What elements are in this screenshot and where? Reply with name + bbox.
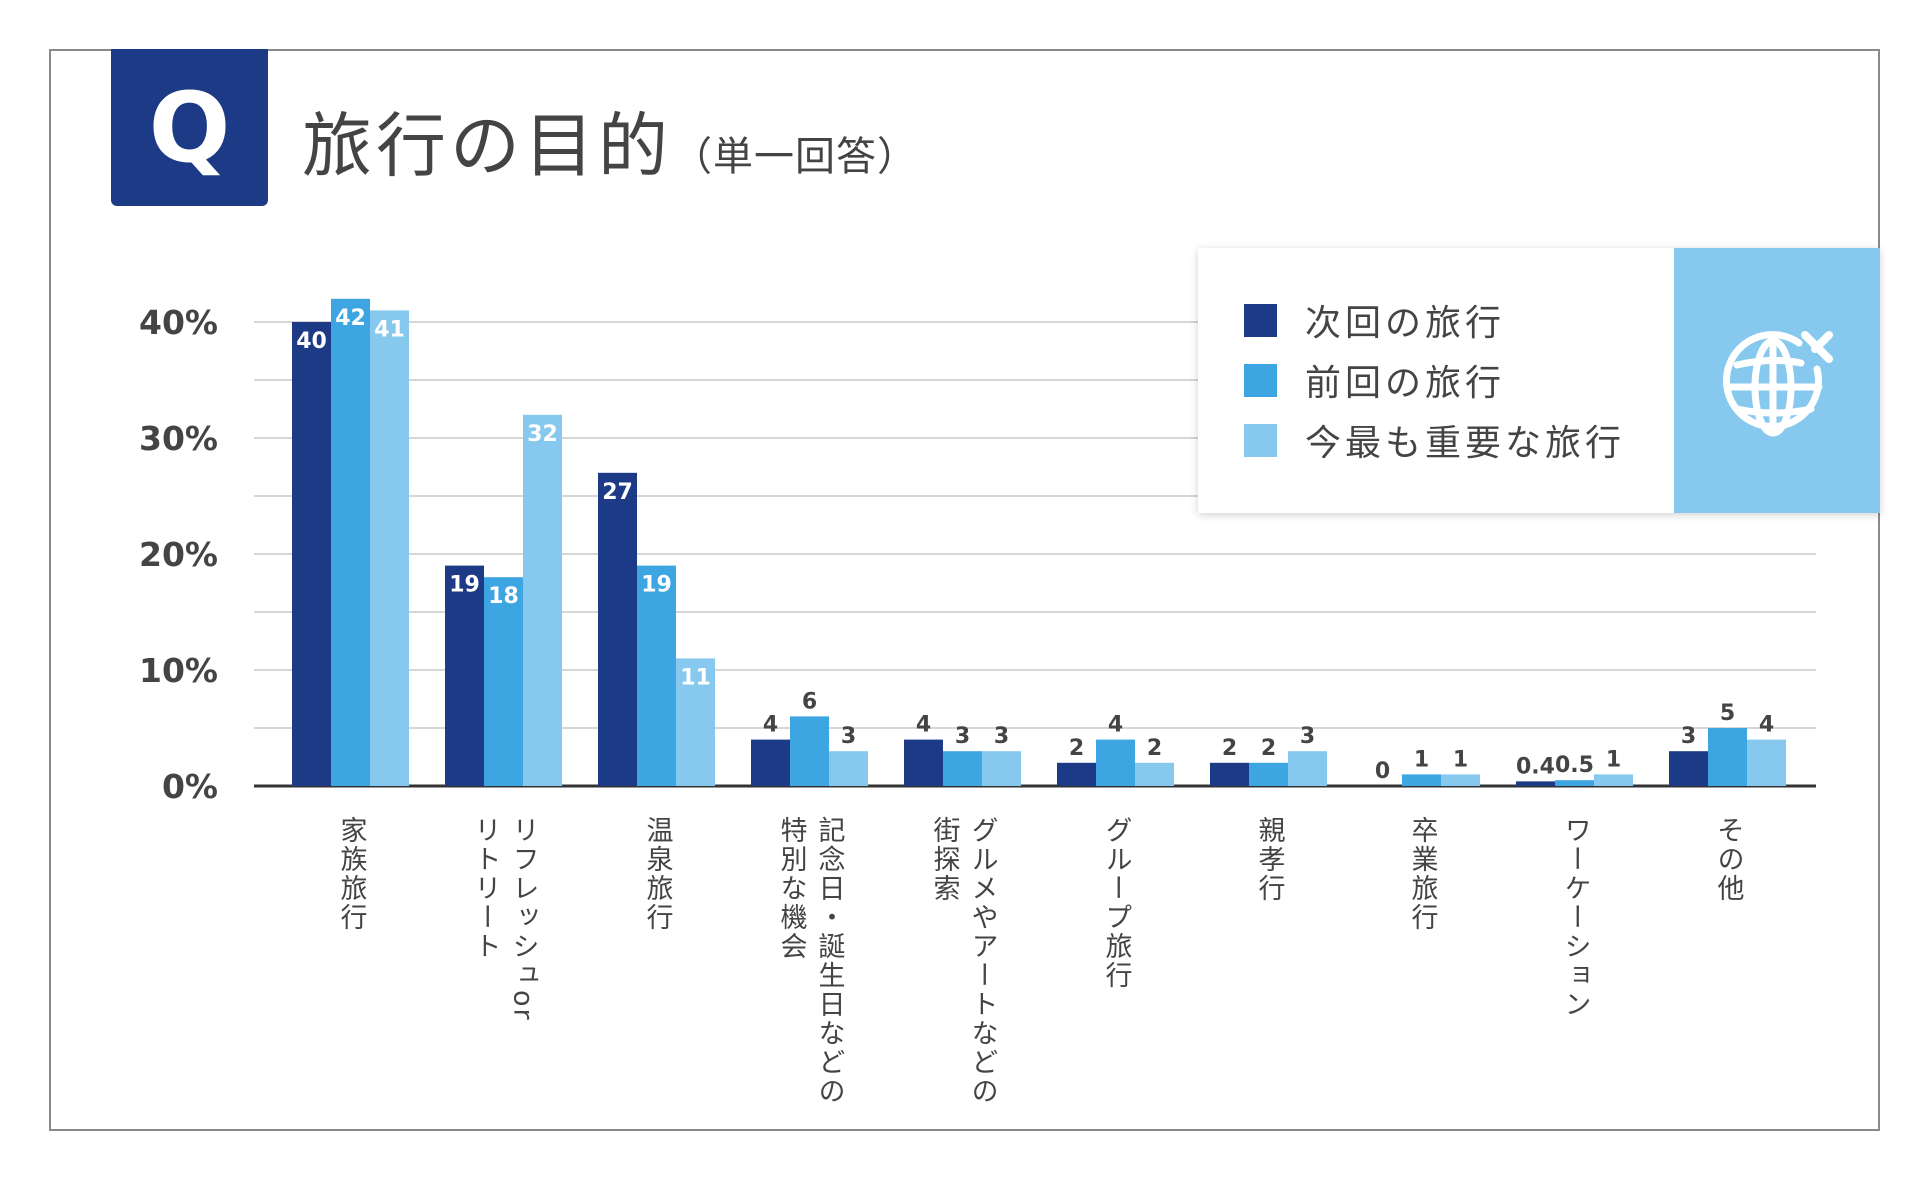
bar-data-label: 41: [374, 317, 405, 342]
bar: [1210, 762, 1249, 786]
y-tick-label: 20%: [139, 535, 218, 574]
legend-swatch-most-important-trip: [1244, 423, 1277, 457]
bar: [1441, 774, 1480, 786]
bar-data-label: 4: [916, 713, 931, 738]
y-tick-label: 10%: [139, 651, 218, 690]
bar: [598, 472, 637, 786]
bar-data-label: 6: [802, 689, 817, 714]
bar: [1057, 762, 1096, 786]
bar: [1096, 739, 1135, 786]
bar-data-label: 1: [1453, 747, 1468, 772]
category-label: リフレッシュor リトリート: [469, 816, 539, 1022]
bar-data-label: 19: [449, 573, 480, 598]
bar-data-label: 40: [296, 329, 327, 354]
bar: [1708, 728, 1747, 786]
bar: [331, 298, 370, 786]
bar: [1516, 781, 1555, 786]
y-tick-label: 30%: [139, 419, 218, 458]
bar-data-label: 2: [1261, 736, 1276, 761]
bar: [484, 577, 523, 786]
bar: [1747, 739, 1786, 786]
title-subtitle: （単一回答）: [672, 134, 918, 180]
bar-data-label: 19: [641, 573, 672, 598]
legend-swatch-next-trip: [1244, 303, 1277, 337]
title-main: 旅行の目的: [302, 105, 672, 187]
bar-data-label: 0.5: [1555, 753, 1594, 778]
question-badge-label: Q: [148, 71, 231, 184]
bar-data-label: 4: [763, 713, 778, 738]
bar: [829, 751, 868, 786]
bar-data-label: 3: [1681, 724, 1696, 749]
legend: 次回の旅行 前回の旅行 今最も重要な旅行: [1198, 248, 1880, 513]
legend-label-last-trip: 前回の旅行: [1305, 363, 1506, 404]
legend-label-most-important-trip: 今最も重要な旅行: [1305, 423, 1626, 464]
legend-item-last-trip: 前回の旅行: [1244, 350, 1674, 410]
category-label: 親孝行: [1253, 816, 1285, 903]
bar: [370, 310, 409, 786]
category-label: その他: [1712, 816, 1744, 903]
bar-data-label: 3: [994, 724, 1009, 749]
bar-data-label: 32: [527, 422, 558, 447]
bar: [982, 751, 1021, 786]
category-label: ワーケーション: [1559, 816, 1591, 1019]
bar: [1402, 774, 1441, 786]
bar: [790, 716, 829, 786]
bar-data-label: 4: [1759, 713, 1774, 738]
globe-plane-icon: [1674, 248, 1880, 513]
bar-data-label: 2: [1147, 736, 1162, 761]
bar-data-label: 18: [488, 584, 519, 609]
bar: [751, 739, 790, 786]
category-label: グループ旅行: [1100, 816, 1132, 990]
page-title: 旅行の目的（単一回答）: [302, 90, 918, 191]
y-tick-label: 0%: [162, 767, 218, 806]
bar-data-label: 0: [1375, 759, 1390, 784]
bar-data-label: 5: [1720, 701, 1735, 726]
bar: [943, 751, 982, 786]
chart-frame: [49, 49, 1880, 1131]
question-badge: Q: [111, 49, 268, 206]
bar-data-label: 2: [1069, 736, 1084, 761]
bar: [1669, 751, 1708, 786]
bar: [1288, 751, 1327, 786]
category-label: 家族旅行: [335, 816, 367, 932]
bar-data-label: 11: [680, 665, 711, 690]
legend-item-next-trip: 次回の旅行: [1244, 290, 1674, 350]
bar-data-label: 3: [841, 724, 856, 749]
bar-data-label: 3: [955, 724, 970, 749]
bar: [1594, 774, 1633, 786]
legend-item-most-important-trip: 今最も重要な旅行: [1244, 410, 1674, 470]
bar-data-label: 42: [335, 306, 366, 331]
bar-data-label: 3: [1300, 724, 1315, 749]
bar-data-label: 2: [1222, 736, 1237, 761]
category-label: 記念日・誕生日などの 特別な機会: [775, 816, 845, 1106]
bar: [904, 739, 943, 786]
category-label: 温泉旅行: [641, 816, 673, 932]
bar-data-label: 1: [1606, 747, 1621, 772]
bar: [1555, 780, 1594, 786]
legend-label-next-trip: 次回の旅行: [1305, 303, 1506, 344]
bar: [1135, 762, 1174, 786]
bar-data-label: 27: [602, 480, 633, 505]
bar: [637, 565, 676, 786]
bar: [523, 414, 562, 786]
bar: [292, 322, 331, 786]
bar-data-label: 0.4: [1516, 754, 1555, 779]
legend-swatch-last-trip: [1244, 363, 1277, 397]
y-tick-label: 40%: [139, 303, 218, 342]
legend-items: 次回の旅行 前回の旅行 今最も重要な旅行: [1198, 248, 1674, 513]
bar: [1249, 762, 1288, 786]
category-label: グルメやアートなどの 街探索: [928, 816, 998, 1106]
category-label: 卒業旅行: [1406, 816, 1438, 932]
bar-data-label: 4: [1108, 713, 1123, 738]
bar: [676, 658, 715, 786]
bar-data-label: 1: [1414, 747, 1429, 772]
bar: [445, 565, 484, 786]
